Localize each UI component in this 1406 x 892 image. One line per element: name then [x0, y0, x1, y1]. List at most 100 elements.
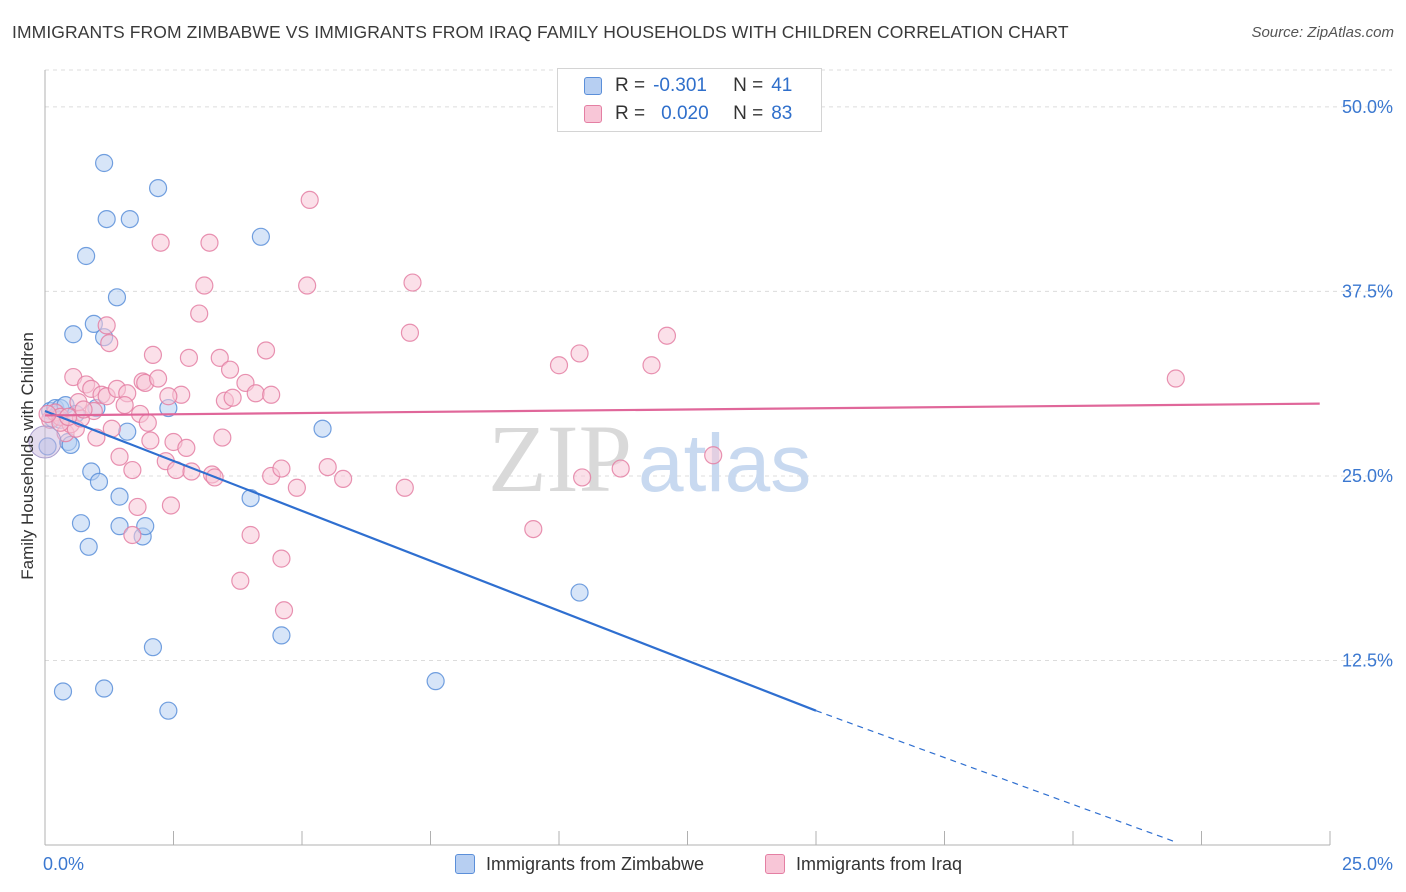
iraq-point	[159, 387, 178, 406]
zimbabwe-trend-line	[44, 409, 817, 712]
iraq-point	[657, 326, 677, 345]
iraq-point	[210, 348, 229, 367]
legend-n-value: 83	[771, 103, 793, 124]
iraq-point	[223, 388, 242, 407]
zimbabwe-point	[97, 209, 116, 229]
legend-r-label: R =	[615, 75, 646, 96]
iraq-point	[262, 385, 281, 404]
y-tick-label: 25.0%	[1342, 466, 1393, 486]
iraq-point	[231, 571, 250, 590]
x-tick-label: 25.0%	[1342, 854, 1393, 874]
correlation-legend: R = -0.301 N = 41 R = 0.020 N = 83	[557, 68, 822, 132]
iraq-point	[97, 316, 116, 335]
zimbabwe-point	[136, 517, 155, 536]
zimbabwe-point	[272, 626, 291, 645]
iraq-point	[274, 601, 294, 620]
iraq-point	[642, 356, 661, 375]
iraq-trend-line	[44, 402, 1320, 417]
iraq-point	[395, 478, 414, 497]
legend-r-label: R =	[615, 103, 646, 124]
iraq-point	[179, 348, 199, 367]
zimbabwe-trend-extension	[815, 710, 1177, 843]
legend-row-iraq: R = 0.020 N = 83	[584, 101, 792, 127]
iraq-point	[38, 404, 57, 424]
iraq-point	[287, 478, 306, 497]
iraq-point	[190, 304, 209, 323]
zimbabwe-point	[570, 583, 589, 602]
iraq-point	[573, 468, 592, 487]
legend-n-label: N =	[733, 103, 764, 124]
watermark-zip: ZIP	[488, 405, 632, 512]
legend-swatch-zimbabwe	[455, 854, 475, 874]
watermark-atlas: atlas	[638, 418, 811, 509]
legend-row-zimbabwe: R = -0.301 N = 41	[584, 73, 792, 99]
zimbabwe-point	[95, 153, 114, 173]
iraq-point	[272, 459, 291, 478]
iraq-point	[138, 413, 157, 432]
legend-r-value: 0.020	[661, 103, 709, 124]
zimbabwe-point	[77, 246, 96, 266]
iraq-point	[334, 469, 353, 489]
tick-labels: 12.5% 25.0% 37.5% 50.0% 0.0% 25.0%	[43, 97, 1393, 874]
zimbabwe-point	[426, 672, 445, 691]
legend-label-zimbabwe: Immigrants from Zimbabwe	[486, 853, 705, 874]
iraq-point	[300, 190, 319, 210]
zimbabwe-point	[313, 419, 332, 438]
zimbabwe-point	[79, 537, 98, 556]
y-tick-label: 37.5%	[1342, 281, 1393, 301]
iraq-point	[298, 276, 317, 295]
iraq-point	[161, 496, 181, 515]
zimbabwe-point	[107, 288, 127, 307]
y-tick-label: 50.0%	[1342, 97, 1393, 117]
iraq-point	[570, 344, 589, 363]
zimbabwe-point	[241, 488, 260, 508]
iraq-point	[704, 446, 723, 465]
iraq-point	[100, 333, 119, 353]
iraq-point	[256, 341, 276, 360]
zimbabwe-point	[159, 701, 178, 720]
iraq-point	[403, 273, 422, 292]
zimbabwe-point	[120, 209, 139, 229]
iraq-point	[246, 384, 265, 403]
legend-swatch-zimbabwe	[584, 77, 602, 95]
iraq-point	[141, 431, 160, 450]
iraq-point	[611, 459, 630, 478]
iraq-point	[115, 395, 134, 415]
legend-swatch-iraq	[584, 105, 602, 123]
zimbabwe-point	[110, 517, 129, 536]
grid-lines	[45, 69, 1392, 661]
iraq-point	[74, 400, 93, 419]
iraq-point	[123, 525, 142, 545]
iraq-point	[549, 356, 569, 375]
zimbabwe-point	[95, 679, 114, 698]
y-tick-label: 12.5%	[1342, 650, 1393, 670]
zimbabwe-point	[251, 227, 270, 246]
iraq-point	[200, 233, 219, 252]
cluster-point	[28, 425, 62, 459]
iraq-point	[213, 428, 232, 447]
zimbabwe-point	[89, 472, 109, 491]
zimbabwe-point	[148, 178, 168, 198]
trend-lines	[44, 402, 1320, 843]
iraq-point	[143, 345, 163, 365]
zimbabwe-point	[110, 487, 129, 506]
iraq-point	[400, 323, 420, 342]
legend-r-value: -0.301	[653, 75, 707, 96]
iraq-point	[524, 519, 543, 539]
zimbabwe-point	[143, 638, 163, 657]
iraq-point	[318, 457, 337, 477]
iraq-point	[128, 497, 147, 517]
iraq-point	[151, 233, 170, 252]
y-axis-title: Family Households with Children	[18, 332, 37, 580]
iraq-point	[272, 549, 291, 568]
legend-item-zimbabwe: Immigrants from Zimbabwe	[455, 851, 704, 877]
iraq-point	[241, 525, 260, 545]
zimbabwe-point	[64, 325, 83, 344]
zimbabwe-point	[118, 422, 137, 441]
chart-title: IMMIGRANTS FROM ZIMBABWE VS IMMIGRANTS F…	[12, 22, 1069, 42]
zimbabwe-point	[71, 514, 91, 533]
legend-swatch-iraq	[765, 854, 785, 874]
legend-n-label: N =	[733, 75, 764, 96]
legend-n-value: 41	[771, 75, 793, 96]
